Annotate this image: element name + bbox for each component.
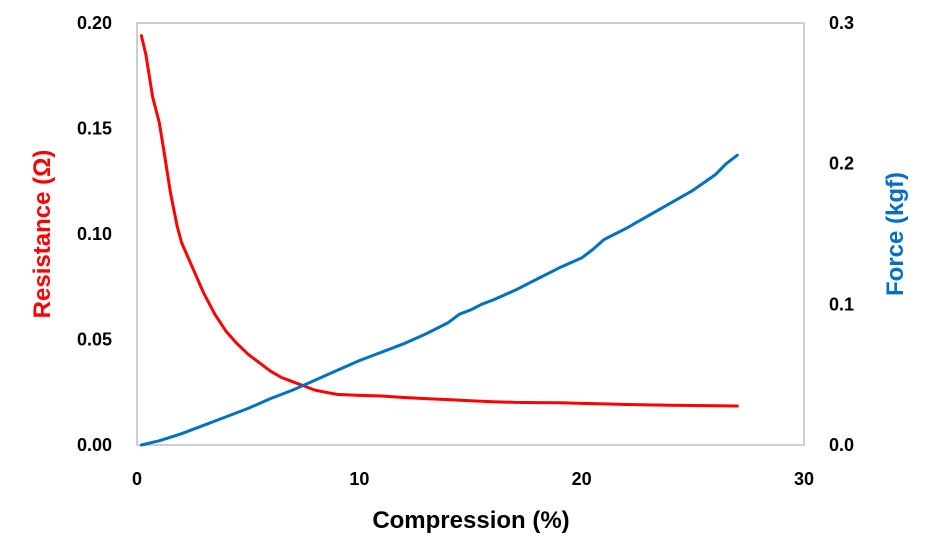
left-y-tick-label: 0.00 <box>77 435 112 455</box>
left-y-tick-label: 0.10 <box>77 224 112 244</box>
x-axis-ticks: 0 10 20 30 <box>132 469 814 489</box>
x-tick-label: 10 <box>349 469 369 489</box>
series-lines <box>139 34 739 447</box>
left-y-tick-label: 0.15 <box>77 119 112 139</box>
x-tick-label: 30 <box>794 469 814 489</box>
left-y-tick-label: 0.05 <box>77 330 112 350</box>
x-tick-label: 20 <box>572 469 592 489</box>
force-line <box>139 153 739 447</box>
left-y-tick-label: 0.20 <box>77 13 112 33</box>
x-axis-title: Compression (%) <box>372 507 569 534</box>
x-tick-label: 0 <box>132 469 142 489</box>
left-axis-ticks: 0.00 0.05 0.10 0.15 0.20 <box>77 13 112 455</box>
left-axis-title: Resistance (Ω) <box>29 150 56 319</box>
right-axis-ticks: 0.0 0.1 0.2 0.3 <box>829 13 854 455</box>
right-y-tick-label: 0.1 <box>829 294 854 314</box>
plot-frame <box>136 22 805 446</box>
right-y-tick-label: 0.2 <box>829 154 854 174</box>
resistance-line <box>139 34 739 408</box>
right-y-tick-label: 0.3 <box>829 13 854 33</box>
right-axis-title: Force (kgf) <box>882 172 909 296</box>
right-y-tick-label: 0.0 <box>829 435 854 455</box>
